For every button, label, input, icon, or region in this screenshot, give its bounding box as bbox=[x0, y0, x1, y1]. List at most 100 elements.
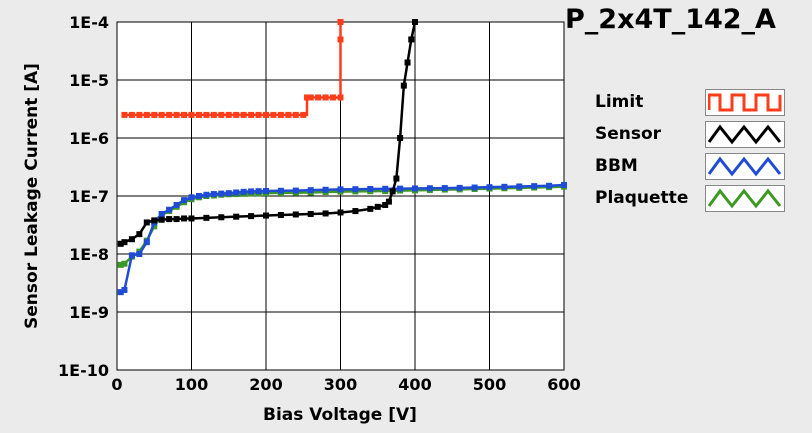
data-point-limit bbox=[303, 94, 310, 101]
data-point-sensor bbox=[408, 36, 415, 43]
data-point-sensor bbox=[385, 198, 392, 205]
data-point-plaquette bbox=[151, 223, 158, 230]
series-line-limit bbox=[124, 22, 342, 117]
legend-swatch-plaquette bbox=[705, 185, 785, 212]
data-point-limit bbox=[143, 111, 150, 118]
data-point-limit bbox=[128, 111, 135, 118]
data-point-bbm bbox=[117, 289, 124, 296]
data-point-sensor bbox=[173, 216, 180, 223]
data-point-bbm bbox=[441, 185, 448, 192]
data-point-bbm bbox=[561, 181, 567, 188]
data-point-sensor bbox=[166, 216, 173, 223]
data-point-sensor bbox=[158, 216, 165, 223]
data-point-plaquette bbox=[121, 260, 128, 267]
legend-swatch-bbm bbox=[705, 153, 785, 180]
data-point-bbm bbox=[248, 188, 255, 195]
legend-label: Plaquette bbox=[595, 188, 689, 208]
x-tick-label: 0 bbox=[111, 375, 122, 394]
data-point-limit bbox=[181, 111, 188, 118]
data-point-bbm bbox=[471, 184, 478, 191]
data-point-sensor bbox=[389, 188, 396, 195]
data-point-sensor bbox=[151, 217, 158, 224]
data-point-sensor bbox=[121, 239, 128, 246]
data-point-limit bbox=[240, 111, 247, 118]
x-tick-label: 300 bbox=[324, 375, 357, 394]
data-point-bbm bbox=[255, 188, 262, 195]
legend-label: BBM bbox=[595, 156, 638, 176]
y-tick-label: 1E-10 bbox=[58, 361, 109, 380]
legend-item-bbm: BBM bbox=[585, 152, 785, 182]
data-point-limit bbox=[195, 111, 202, 118]
data-point-limit bbox=[121, 111, 128, 118]
series-limit bbox=[121, 19, 344, 118]
data-point-bbm bbox=[307, 187, 314, 194]
x-axis-label: Bias Voltage [V] bbox=[263, 405, 417, 425]
data-point-bbm bbox=[181, 197, 188, 204]
data-point-limit bbox=[255, 111, 262, 118]
data-point-limit bbox=[322, 94, 329, 101]
series-layer bbox=[117, 19, 567, 296]
data-point-bbm bbox=[382, 185, 389, 192]
data-point-sensor bbox=[337, 209, 344, 216]
data-point-bbm bbox=[337, 186, 344, 193]
x-tick-label: 200 bbox=[249, 375, 282, 394]
data-point-sensor bbox=[382, 201, 389, 208]
data-point-sensor bbox=[203, 214, 210, 221]
data-point-limit bbox=[337, 36, 344, 43]
data-point-sensor bbox=[412, 19, 418, 25]
data-point-sensor bbox=[307, 210, 314, 217]
data-point-limit bbox=[337, 94, 344, 101]
x-tick-label: 500 bbox=[473, 375, 506, 394]
data-point-sensor bbox=[181, 215, 188, 222]
data-point-sensor bbox=[367, 205, 374, 212]
data-point-sensor bbox=[404, 59, 411, 66]
data-point-limit bbox=[285, 111, 292, 118]
data-point-bbm bbox=[143, 239, 150, 246]
data-point-limit bbox=[248, 111, 255, 118]
data-point-bbm bbox=[195, 193, 202, 199]
data-point-limit bbox=[292, 111, 299, 118]
legend: Limit Sensor BBM Plaquette bbox=[585, 86, 785, 214]
data-point-limit bbox=[166, 111, 173, 118]
data-point-plaquette bbox=[117, 261, 124, 268]
data-point-sensor bbox=[352, 208, 359, 215]
data-point-bbm bbox=[546, 182, 553, 189]
data-point-limit bbox=[203, 111, 210, 118]
data-point-bbm bbox=[277, 187, 284, 194]
legend-item-sensor: Sensor bbox=[585, 120, 785, 150]
data-point-sensor bbox=[218, 214, 225, 221]
data-point-sensor bbox=[233, 213, 240, 220]
data-point-sensor bbox=[248, 213, 255, 220]
legend-label: Limit bbox=[595, 92, 644, 112]
data-point-bbm bbox=[188, 194, 195, 201]
data-point-sensor bbox=[117, 240, 124, 247]
data-point-sensor bbox=[263, 212, 269, 219]
data-point-bbm bbox=[128, 252, 135, 259]
data-point-sensor bbox=[397, 135, 404, 141]
data-point-limit bbox=[315, 94, 322, 101]
data-point-sensor bbox=[277, 212, 284, 219]
legend-label: Sensor bbox=[595, 124, 662, 144]
data-point-limit bbox=[158, 111, 165, 118]
chart-title: P_2x4T_142_A bbox=[565, 4, 776, 35]
x-tick-label: 600 bbox=[547, 375, 580, 394]
data-point-bbm bbox=[531, 183, 538, 190]
y-axis-label: Sensor Leakage Current [A] bbox=[22, 63, 42, 329]
data-point-bbm bbox=[158, 210, 165, 217]
data-point-bbm bbox=[240, 188, 247, 195]
data-point-bbm bbox=[218, 190, 225, 197]
data-point-limit bbox=[277, 111, 284, 118]
data-point-bbm bbox=[486, 184, 493, 191]
data-point-limit bbox=[263, 111, 269, 118]
data-point-limit bbox=[151, 111, 158, 118]
legend-swatch-sensor bbox=[705, 121, 785, 148]
x-tick-label: 100 bbox=[175, 375, 208, 394]
data-point-limit bbox=[218, 111, 225, 118]
data-point-bbm bbox=[173, 201, 180, 208]
data-point-sensor bbox=[292, 211, 299, 218]
data-point-sensor bbox=[128, 236, 135, 243]
data-point-limit bbox=[210, 111, 217, 118]
data-point-bbm bbox=[292, 187, 299, 194]
y-tick-label: 1E-9 bbox=[69, 303, 109, 322]
